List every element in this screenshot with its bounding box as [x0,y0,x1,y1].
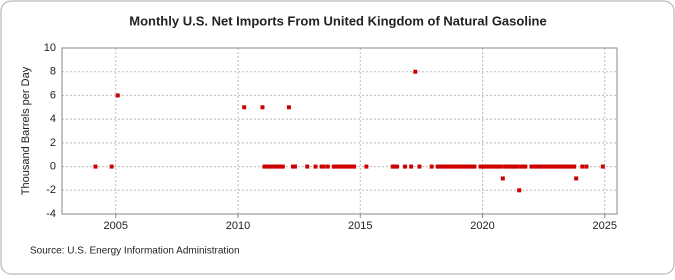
point [488,164,493,169]
x-tick-label: 2015 [348,220,372,232]
point [451,164,456,169]
point [260,105,265,110]
plot-border [61,47,618,215]
point [109,164,114,169]
point [584,164,589,169]
point [445,164,450,169]
point [348,164,353,169]
point [572,164,577,169]
point [403,164,408,169]
point [325,164,330,169]
point [543,164,548,169]
point [390,164,395,169]
y-tick-label: 6 [50,89,56,101]
y-tick-label: 10 [44,42,56,54]
point [417,164,422,169]
point [600,164,605,169]
point [482,164,487,169]
point [293,164,298,169]
point [305,164,310,169]
point [470,164,475,169]
point [472,164,477,169]
point [531,164,536,169]
point [242,105,247,110]
point [429,164,434,169]
x-tick-label: 2025 [593,220,617,232]
point [274,164,279,169]
point [517,188,522,193]
point [341,164,346,169]
y-tick-label: 0 [50,160,56,172]
source: Source: U.S. Energy Information Administ… [30,246,240,257]
point [313,164,318,169]
point [513,164,518,169]
plot-area: -4 -2 0 2 4 6 8 10 2005 2010 2015 2020 2025 [44,42,617,232]
y-axis-label: Thousand Barrels per Day [20,66,32,195]
y-tick-label: 4 [50,113,56,125]
point [321,164,326,169]
point [280,164,285,169]
point [458,164,463,169]
point [409,164,414,169]
point [394,164,399,169]
point [574,176,579,181]
point [494,164,499,169]
point [352,164,357,169]
y-tick-label: 8 [50,66,56,78]
y-tick-label: -4 [46,208,56,220]
point [464,164,469,169]
point [93,164,98,169]
point [506,164,511,169]
point [519,164,524,169]
point [523,164,528,169]
point [286,105,291,110]
point [364,164,369,169]
point [413,69,418,74]
point [580,164,585,169]
chart-title: Monthly U.S. Net Imports From United Kin… [129,13,546,28]
point [500,176,505,181]
point [555,164,560,169]
point [115,93,120,98]
point [515,164,520,169]
point [549,164,554,169]
y-tick-label: -2 [46,184,56,196]
x-tick-label: 2010 [226,220,250,232]
x-tick-label: 2005 [104,220,128,232]
point [335,164,340,169]
point [498,164,503,169]
point [262,164,267,169]
y-tick-label: 2 [50,137,56,149]
point [561,164,566,169]
point [568,164,573,169]
point [537,164,542,169]
x-tick-label: 2020 [470,220,494,232]
point [439,164,444,169]
point [268,164,273,169]
